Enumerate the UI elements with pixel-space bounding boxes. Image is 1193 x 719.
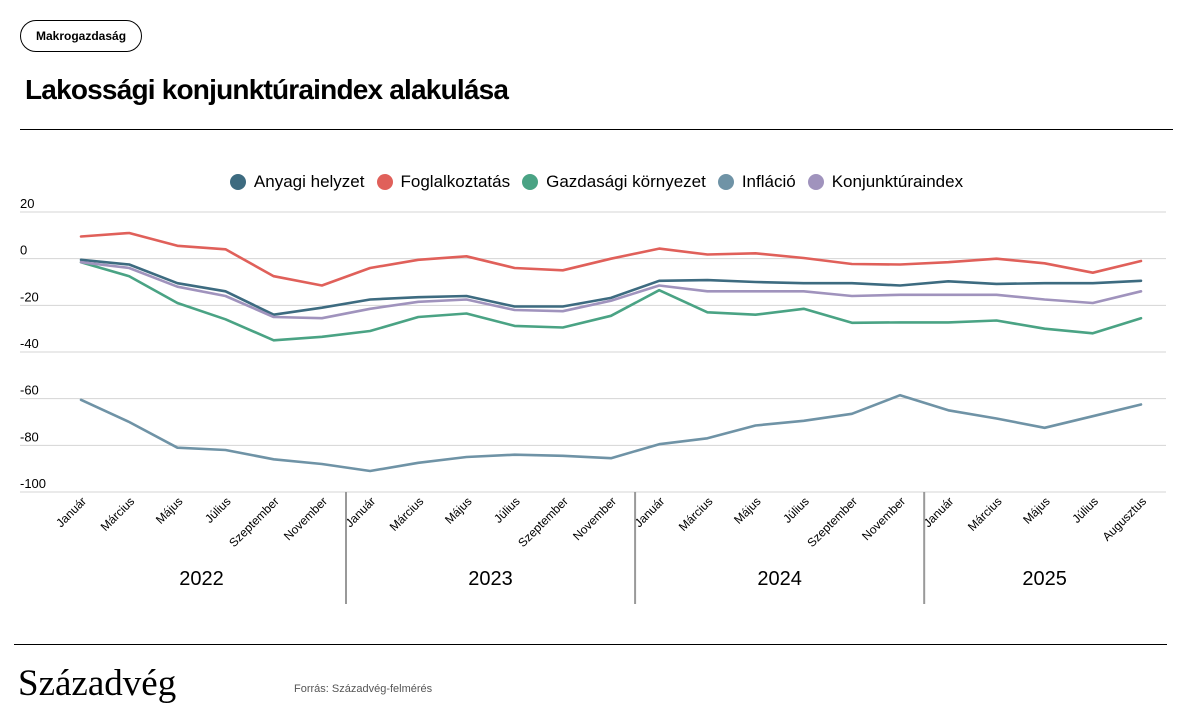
legend-item: Foglalkoztatás xyxy=(376,172,511,192)
legend-label: Anyagi helyzet xyxy=(253,172,365,191)
x-tick-label: Március xyxy=(98,494,138,534)
legend-item: Gazdasági környezet xyxy=(522,172,706,192)
y-tick-label: -60 xyxy=(20,383,39,398)
x-tick-label: November xyxy=(570,494,619,543)
x-tick-label: Július xyxy=(780,494,812,526)
legend-label: Gazdasági környezet xyxy=(546,172,706,191)
x-tick-label: Március xyxy=(965,494,1005,534)
x-tick-label: Május xyxy=(731,494,764,527)
legend-swatch xyxy=(717,174,734,190)
x-tick-label: Január xyxy=(342,494,378,530)
x-tick-label: Március xyxy=(387,494,427,534)
x-tick-label: Január xyxy=(53,494,89,530)
chart-legend: Anyagi helyzet Foglalkoztatás Gazdasági kö… xyxy=(0,172,1193,192)
y-tick-label: -20 xyxy=(20,289,39,304)
series-line xyxy=(79,231,1143,287)
x-tick-label: Január xyxy=(921,494,957,530)
series-line xyxy=(79,260,1143,320)
legend-item: Infláció xyxy=(717,172,796,192)
legend-item: Anyagi helyzet xyxy=(229,172,365,192)
brand-logo: Századvég xyxy=(18,663,177,704)
x-tick-label: Szeptember xyxy=(515,494,571,550)
series-line xyxy=(79,393,1143,473)
x-tick-label: November xyxy=(859,494,908,543)
top-divider xyxy=(20,129,1173,130)
series-line xyxy=(79,260,1143,342)
y-tick-label: 20 xyxy=(20,196,34,211)
x-tick-label: Július xyxy=(1069,494,1101,526)
year-label: 2025 xyxy=(1022,568,1067,590)
x-tick-label: Szeptember xyxy=(804,494,860,550)
x-tick-label: Szeptember xyxy=(226,494,282,550)
legend-swatch xyxy=(522,174,539,190)
legend-label: Infláció xyxy=(741,172,796,191)
x-tick-label: Július xyxy=(491,494,523,526)
year-label: 2022 xyxy=(179,568,224,590)
x-tick-label: Május xyxy=(153,494,186,527)
y-tick-label: 0 xyxy=(20,243,27,258)
y-tick-label: -40 xyxy=(20,336,39,351)
x-tick-label: Március xyxy=(676,494,716,534)
legend-item: Konjunktúraindex xyxy=(807,172,964,192)
x-tick-label: Augusztus xyxy=(1100,494,1150,544)
bottom-divider xyxy=(14,644,1167,645)
y-tick-label: -80 xyxy=(20,429,39,444)
legend-swatch xyxy=(229,174,246,190)
page-title: Lakossági konjunktúraindex alakulása xyxy=(25,74,509,105)
legend-swatch xyxy=(376,174,393,190)
y-tick-label: -100 xyxy=(20,476,46,491)
x-tick-label: Május xyxy=(442,494,475,527)
series-line xyxy=(79,258,1143,317)
x-tick-label: Július xyxy=(202,494,234,526)
year-label: 2024 xyxy=(757,568,802,590)
legend-swatch xyxy=(807,174,824,190)
x-tick-label: Január xyxy=(631,494,667,530)
x-tick-label: Május xyxy=(1020,494,1053,527)
year-label: 2023 xyxy=(468,568,513,590)
x-tick-label: November xyxy=(281,494,330,543)
legend-label: Konjunktúraindex xyxy=(831,172,964,191)
category-tag[interactable]: Makrogazdaság xyxy=(20,20,143,52)
source-note: Forrás: Századvég-felmérés xyxy=(294,683,433,695)
legend-label: Foglalkoztatás xyxy=(400,172,511,191)
